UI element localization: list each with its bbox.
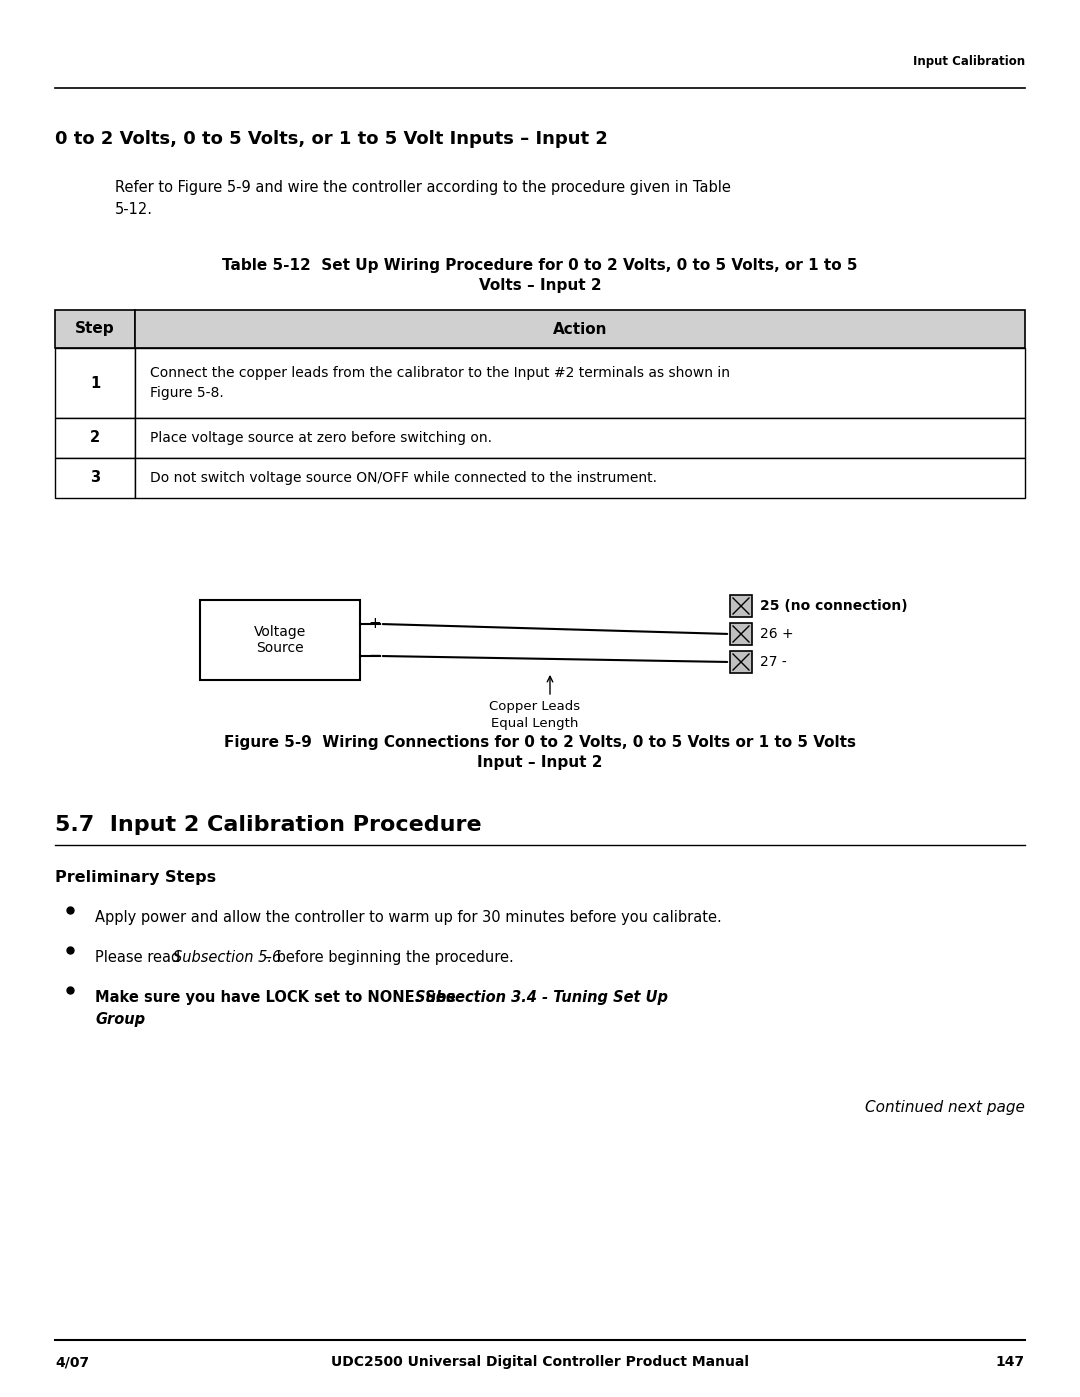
Text: .: . bbox=[137, 1011, 143, 1027]
Text: Do not switch voltage source ON/OFF while connected to the instrument.: Do not switch voltage source ON/OFF whil… bbox=[150, 471, 657, 485]
Text: Apply power and allow the controller to warm up for 30 minutes before you calibr: Apply power and allow the controller to … bbox=[95, 909, 721, 925]
Text: Step: Step bbox=[76, 321, 114, 337]
Text: 5.7  Input 2 Calibration Procedure: 5.7 Input 2 Calibration Procedure bbox=[55, 814, 482, 835]
Text: Connect the copper leads from the calibrator to the Input #2 terminals as shown : Connect the copper leads from the calibr… bbox=[150, 366, 730, 400]
Text: Copper Leads
Equal Length: Copper Leads Equal Length bbox=[489, 700, 581, 731]
Text: Input Calibration: Input Calibration bbox=[913, 54, 1025, 68]
Text: Continued next page: Continued next page bbox=[865, 1099, 1025, 1115]
Text: Place voltage source at zero before switching on.: Place voltage source at zero before swit… bbox=[150, 432, 492, 446]
Bar bbox=[55, 458, 135, 497]
Text: 4/07: 4/07 bbox=[55, 1355, 90, 1369]
Text: – before beginning the procedure.: – before beginning the procedure. bbox=[260, 950, 514, 965]
Bar bbox=[55, 418, 135, 458]
Text: Figure 5-9  Wiring Connections for 0 to 2 Volts, 0 to 5 Volts or 1 to 5 Volts: Figure 5-9 Wiring Connections for 0 to 2… bbox=[224, 735, 856, 750]
Bar bbox=[730, 623, 752, 645]
Text: −: − bbox=[368, 648, 381, 664]
Text: Please read: Please read bbox=[95, 950, 185, 965]
Bar bbox=[55, 348, 135, 418]
Text: Input – Input 2: Input – Input 2 bbox=[477, 754, 603, 770]
Text: 26 +: 26 + bbox=[760, 627, 794, 641]
Text: 27 -: 27 - bbox=[760, 655, 786, 669]
Text: 25 (no connection): 25 (no connection) bbox=[760, 599, 907, 613]
Text: UDC2500 Universal Digital Controller Product Manual: UDC2500 Universal Digital Controller Pro… bbox=[330, 1355, 750, 1369]
Text: Table 5-12  Set Up Wiring Procedure for 0 to 2 Volts, 0 to 5 Volts, or 1 to 5: Table 5-12 Set Up Wiring Procedure for 0… bbox=[222, 258, 858, 272]
Text: Group: Group bbox=[95, 1011, 145, 1027]
Text: Voltage
Source: Voltage Source bbox=[254, 624, 306, 655]
Bar bbox=[55, 310, 135, 348]
Bar bbox=[135, 348, 1025, 418]
Bar bbox=[730, 651, 752, 673]
Text: Subsection 5.6: Subsection 5.6 bbox=[173, 950, 281, 965]
Text: Preliminary Steps: Preliminary Steps bbox=[55, 870, 216, 886]
Text: Refer to Figure 5-9 and wire the controller according to the procedure given in : Refer to Figure 5-9 and wire the control… bbox=[114, 180, 731, 217]
Bar bbox=[135, 310, 1025, 348]
Text: 0 to 2 Volts, 0 to 5 Volts, or 1 to 5 Volt Inputs – Input 2: 0 to 2 Volts, 0 to 5 Volts, or 1 to 5 Vo… bbox=[55, 130, 608, 148]
Bar bbox=[135, 458, 1025, 497]
Text: 147: 147 bbox=[996, 1355, 1025, 1369]
Bar bbox=[730, 595, 752, 617]
Text: Action: Action bbox=[553, 321, 607, 337]
Text: 3: 3 bbox=[90, 471, 100, 486]
Text: 2: 2 bbox=[90, 430, 100, 446]
Text: 1: 1 bbox=[90, 376, 100, 391]
Text: Volts – Input 2: Volts – Input 2 bbox=[478, 278, 602, 293]
Bar bbox=[135, 418, 1025, 458]
Text: Subsection 3.4 - Tuning Set Up: Subsection 3.4 - Tuning Set Up bbox=[415, 990, 669, 1004]
Bar bbox=[200, 599, 360, 680]
Text: +: + bbox=[368, 616, 381, 631]
Text: Make sure you have LOCK set to NONE. See: Make sure you have LOCK set to NONE. See bbox=[95, 990, 461, 1004]
